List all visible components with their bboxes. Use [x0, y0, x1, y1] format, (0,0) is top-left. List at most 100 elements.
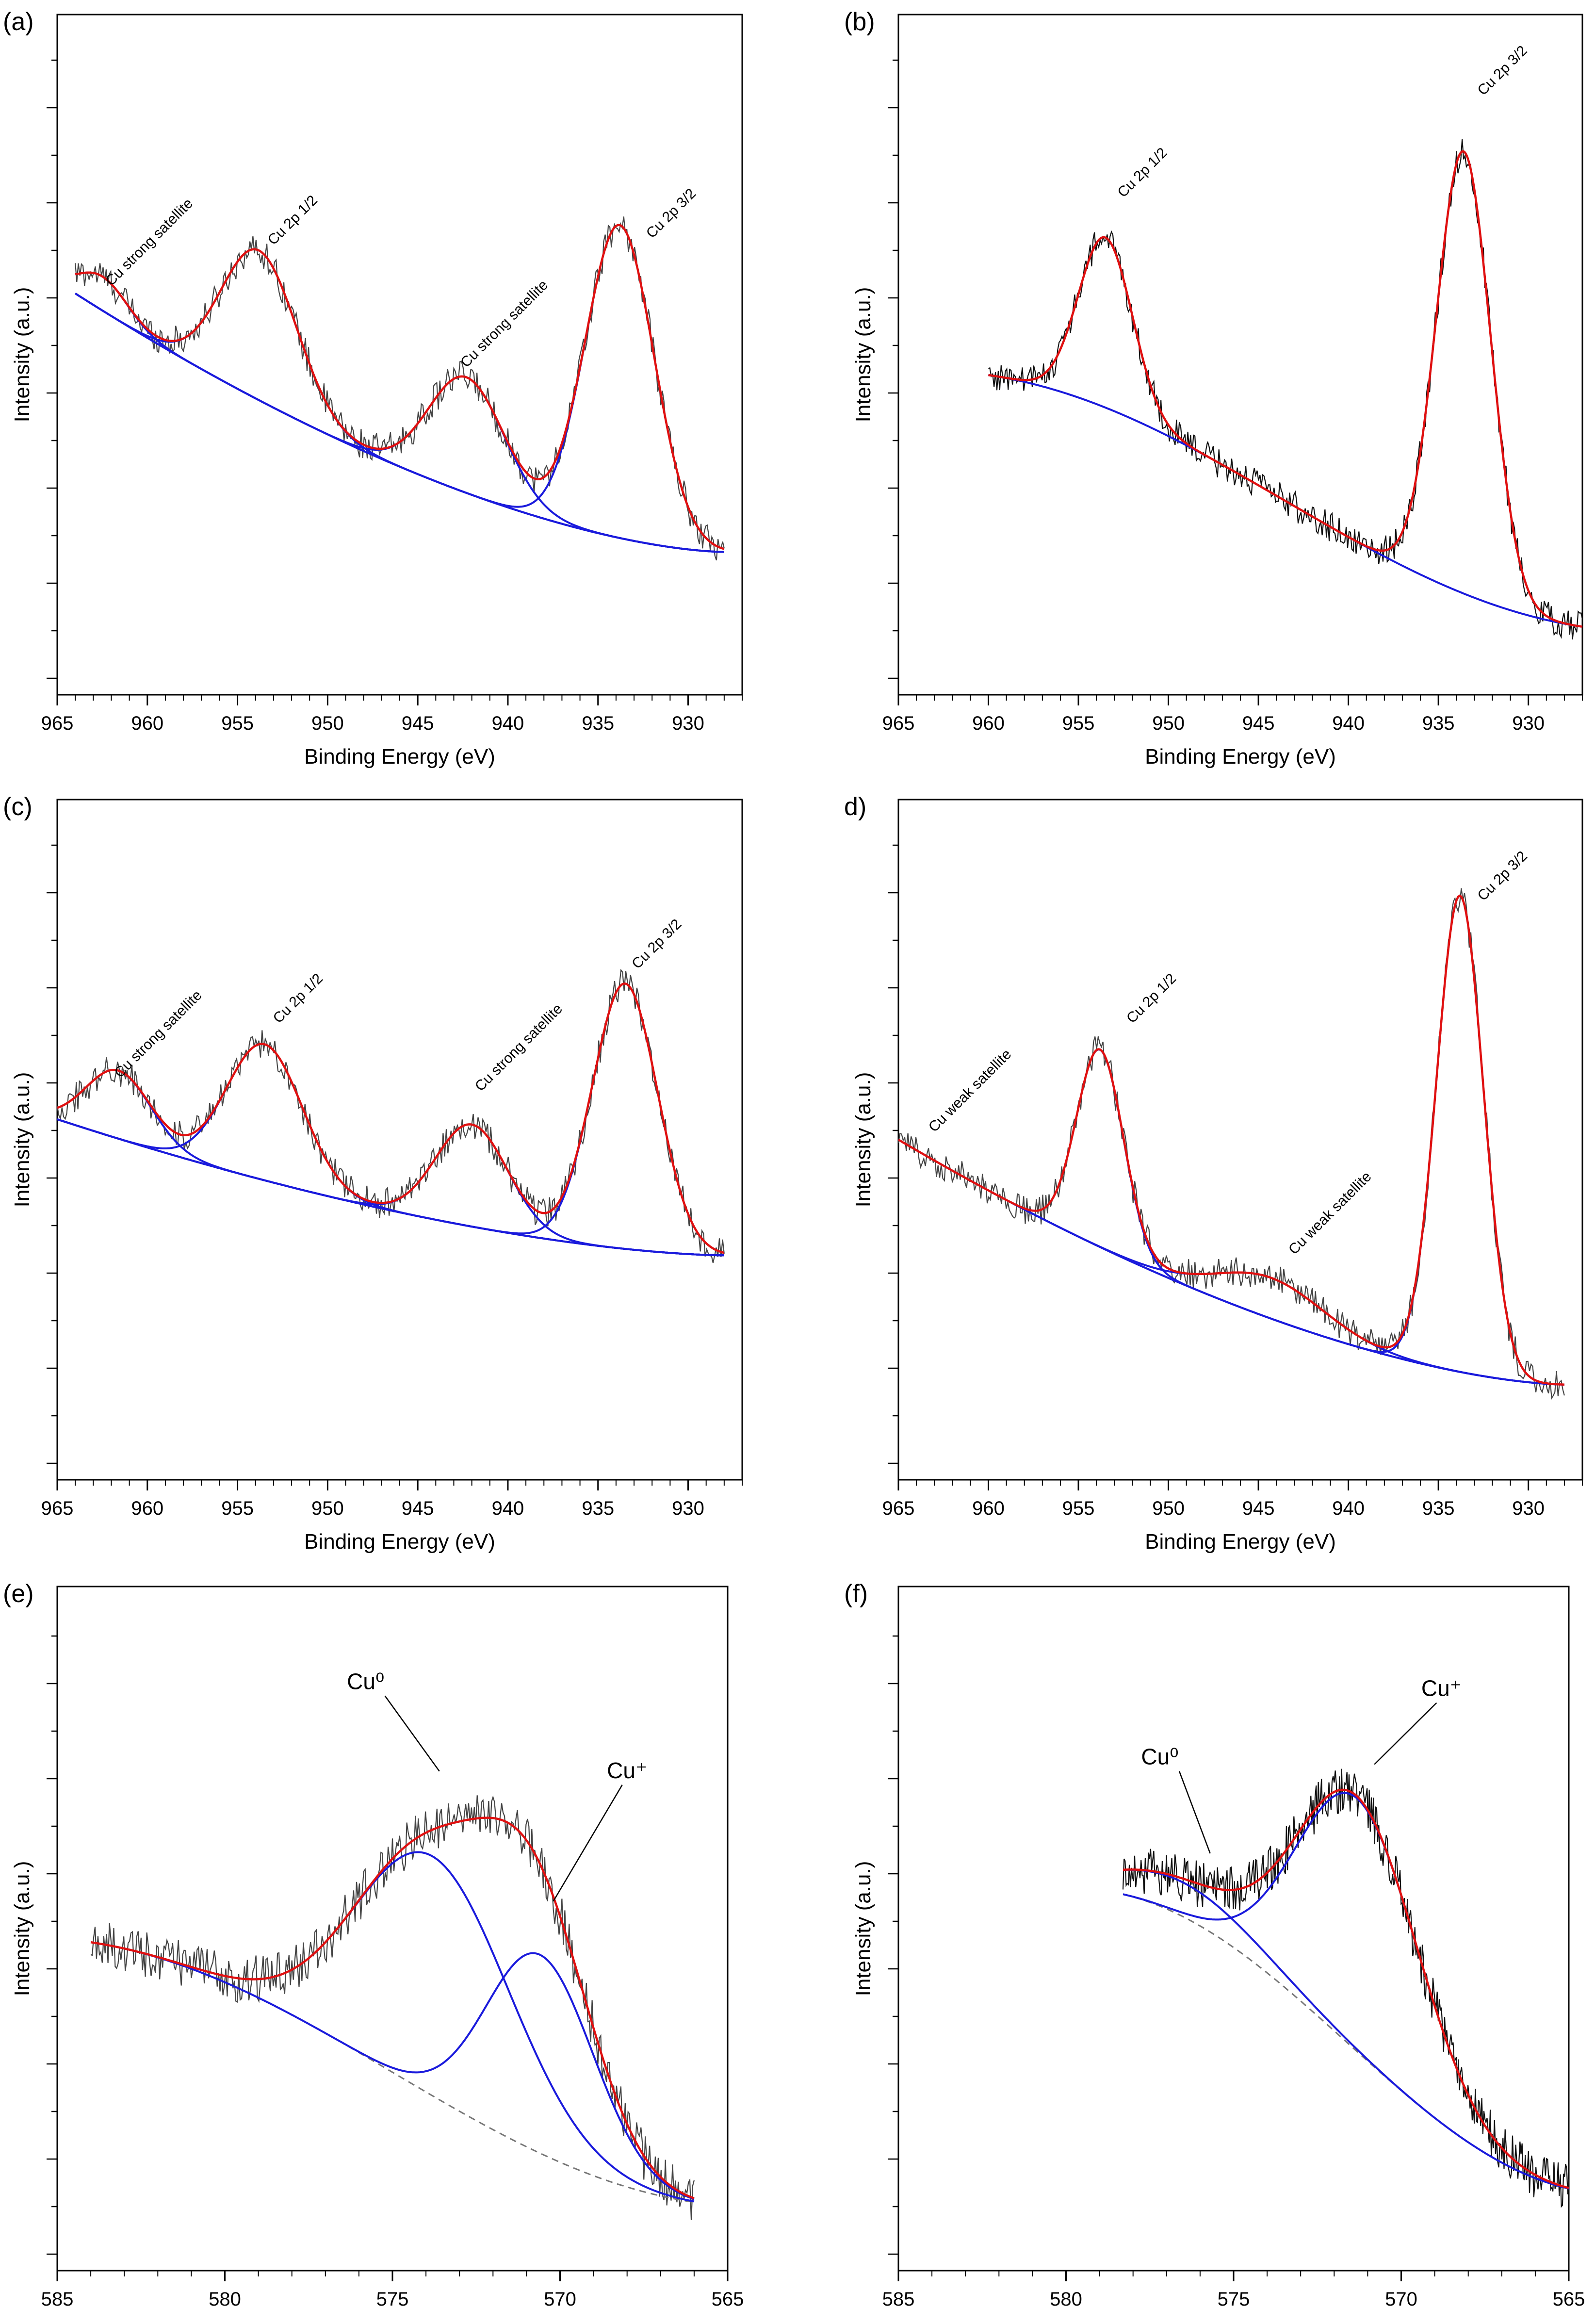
x-tick-label: 940: [1332, 713, 1365, 734]
fit-envelope-line: [90, 1817, 695, 2200]
component-peak-line: [75, 293, 724, 553]
component-peak-line: [75, 271, 724, 553]
x-tick-label: 945: [1242, 713, 1275, 734]
peak-annotation: Cu 2p 1/2: [1114, 145, 1170, 200]
background-line: [90, 1941, 695, 2203]
x-tick-label: 935: [1422, 713, 1455, 734]
panel-label: (b): [844, 8, 875, 36]
panel-label: (f): [844, 1580, 868, 1608]
fit-envelope-line: [75, 224, 725, 550]
x-axis-title: Binding Energy (eV): [1138, 2321, 1329, 2324]
raw-data-line: [90, 1795, 695, 2220]
y-axis-title: Intensity (a.u.): [10, 287, 34, 423]
x-tick-label: 955: [221, 1498, 254, 1519]
x-tick-label: 940: [492, 713, 524, 734]
plot-frame: [56, 1586, 729, 2272]
x-tick-label: 930: [1512, 1498, 1545, 1519]
x-tick-label: 960: [972, 1498, 1005, 1519]
x-tick-label: 935: [1422, 1498, 1455, 1519]
peak-annotation: Cu⁰: [347, 1669, 384, 1694]
peak-annotation: Cu⁺: [607, 1758, 647, 1783]
x-tick-label: 570: [544, 2289, 576, 2310]
x-axis-title: Binding Energy (eV): [1145, 1530, 1336, 1554]
panel-label: d): [844, 793, 866, 821]
peak-annotation: Cu⁺: [1421, 1676, 1462, 1701]
component-peak-line: [898, 1048, 1564, 1386]
x-tick-label: 935: [582, 713, 614, 734]
peak-annotation: Cu 2p 3/2: [643, 185, 699, 241]
peak-annotation: Cu strong satellite: [102, 196, 196, 289]
x-tick-label: 965: [41, 713, 74, 734]
fit-envelope-line: [1123, 1788, 1569, 2189]
y-axis-title: Intensity (a.u.): [10, 1861, 34, 1997]
x-tick-label: 940: [492, 1498, 524, 1519]
x-tick-label: 930: [1512, 713, 1545, 734]
peak-annotation: Cu⁰: [1141, 1744, 1178, 1769]
panel-label: (e): [3, 1580, 34, 1608]
x-tick-label: 960: [131, 713, 163, 734]
component-peak-line: [75, 224, 725, 550]
peak-annotation: Cu 2p 3/2: [1475, 43, 1530, 98]
annotation-leader: [1374, 1702, 1437, 1765]
background-line: [75, 293, 724, 553]
x-tick-label: 965: [882, 713, 915, 734]
y-axis-title: Intensity (a.u.): [851, 1861, 875, 1997]
component-peak-line: [898, 894, 1564, 1386]
x-axis-title: Binding Energy (eV): [297, 2321, 488, 2324]
x-tick-label: 580: [209, 2289, 241, 2310]
x-tick-label: 950: [311, 1498, 344, 1519]
x-tick-label: 930: [672, 713, 704, 734]
x-tick-label: 935: [582, 1498, 614, 1519]
component-peak-line: [75, 248, 724, 553]
x-tick-label: 950: [311, 713, 344, 734]
peak-annotation: Cu 2p 3/2: [629, 916, 684, 972]
plot-frame: [897, 799, 1583, 1481]
fit-envelope-line: [57, 982, 725, 1254]
panel-label: (c): [3, 793, 33, 821]
plot-frame: [897, 14, 1583, 696]
x-tick-label: 585: [882, 2289, 915, 2310]
component-peak-line: [988, 150, 1583, 628]
peak-annotation: Cu weak satellite: [926, 1046, 1015, 1135]
background-line: [57, 1118, 724, 1257]
raw-data-line: [988, 139, 1583, 640]
panel-d: d) 965 960 955 950 945 940 935 930 Binding Energy…: [844, 793, 1583, 1554]
annotation-leader: [553, 1784, 623, 1902]
panel-c: (c) 965 960 955 950 945 940 935 930 Binding Energ…: [3, 793, 743, 1554]
peak-annotation: Cu strong satellite: [457, 277, 551, 371]
background-line: [1123, 1894, 1569, 2190]
raw-data-line: [1122, 1768, 1570, 2208]
x-tick-label: 575: [1218, 2289, 1250, 2310]
peak-annotation: Cu 2p 1/2: [270, 970, 326, 1026]
x-tick-label: 955: [1062, 1498, 1095, 1519]
peak-annotation: Cu strong satellite: [112, 987, 205, 1081]
component-peak-line: [90, 1941, 695, 2200]
x-tick-label: 945: [402, 1498, 434, 1519]
y-axis-title: Intensity (a.u.): [10, 1072, 34, 1208]
peak-annotation: Cu strong satellite: [472, 1001, 566, 1095]
x-axis-title: Binding Energy (eV): [1145, 745, 1336, 769]
annotation-leader: [1178, 1771, 1211, 1854]
annotation-leader: [384, 1695, 440, 1772]
panel-e: (e) 585 580 575 570 565 Binding Energy (eV) Int…: [3, 1580, 744, 2324]
plot-frame: [56, 14, 743, 696]
y-axis-title: Intensity (a.u.): [851, 287, 875, 423]
x-tick-label: 940: [1332, 1498, 1365, 1519]
fit-envelope-line: [988, 150, 1583, 628]
peak-annotation: Cu weak satellite: [1286, 1169, 1375, 1258]
x-tick-label: 965: [41, 1498, 74, 1519]
x-tick-label: 580: [1050, 2289, 1082, 2310]
component-peak-line: [90, 1851, 695, 2203]
x-tick-label: 960: [972, 713, 1005, 734]
x-tick-label: 945: [1242, 1498, 1275, 1519]
x-tick-label: 955: [221, 713, 254, 734]
x-tick-label: 955: [1062, 713, 1095, 734]
raw-data-line: [75, 216, 725, 561]
component-peak-line: [57, 1069, 724, 1257]
fit-envelope-line: [897, 894, 1564, 1386]
raw-data-line: [897, 888, 1565, 1400]
x-axis-title: Binding Energy (eV): [304, 1530, 495, 1554]
raw-data-line: [56, 968, 725, 1263]
component-peak-line: [57, 1118, 724, 1257]
